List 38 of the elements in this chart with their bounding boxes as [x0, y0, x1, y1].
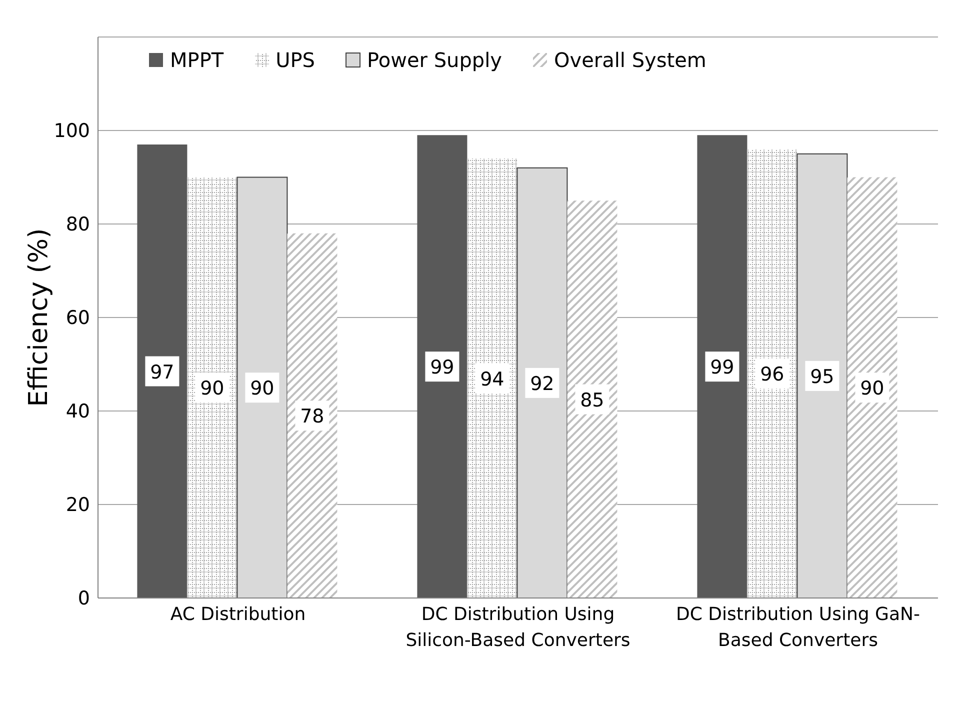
bar [697, 135, 748, 598]
data-label: 94 [480, 368, 504, 390]
data-label: 99 [710, 356, 734, 379]
legend-label: UPS [276, 48, 315, 72]
data-label: 78 [300, 406, 324, 428]
legend-label: MPPT [170, 48, 224, 72]
bar [567, 200, 618, 598]
x-tick-label: DC Distribution Using GaN-Based Converters [676, 604, 920, 651]
bar [137, 144, 188, 598]
y-tick-label: 20 [66, 494, 90, 516]
data-label: 85 [580, 389, 604, 412]
data-label: 99 [430, 356, 454, 379]
bar [287, 233, 338, 598]
x-tick-label: DC Distribution Using Silicon-Based Converters [406, 604, 630, 651]
bar [236, 176, 288, 598]
bar [747, 149, 798, 598]
y-tick-label: 100 [54, 120, 90, 142]
bar [417, 135, 468, 598]
data-label: 95 [810, 366, 834, 388]
data-label: 97 [150, 361, 174, 384]
bar [796, 153, 848, 598]
x-tick-label: AC Distribution [170, 604, 306, 625]
bar [187, 177, 238, 598]
y-tick-label: 40 [66, 400, 90, 423]
bar [516, 167, 568, 598]
y-axis-title: Efficiency (%) [24, 228, 54, 407]
data-label: 90 [200, 378, 224, 400]
y-tick-label: 0 [78, 588, 90, 610]
legend-label: Power Supply [367, 48, 502, 72]
data-label: 96 [760, 364, 784, 386]
data-label: 90 [860, 378, 884, 400]
data-label: 92 [530, 372, 554, 395]
bar [847, 177, 898, 598]
legend-label: Overall System [554, 48, 706, 72]
data-label: 90 [250, 378, 274, 400]
bar [467, 158, 518, 598]
y-tick-label: 60 [66, 307, 90, 330]
y-tick-label: 80 [66, 214, 90, 236]
